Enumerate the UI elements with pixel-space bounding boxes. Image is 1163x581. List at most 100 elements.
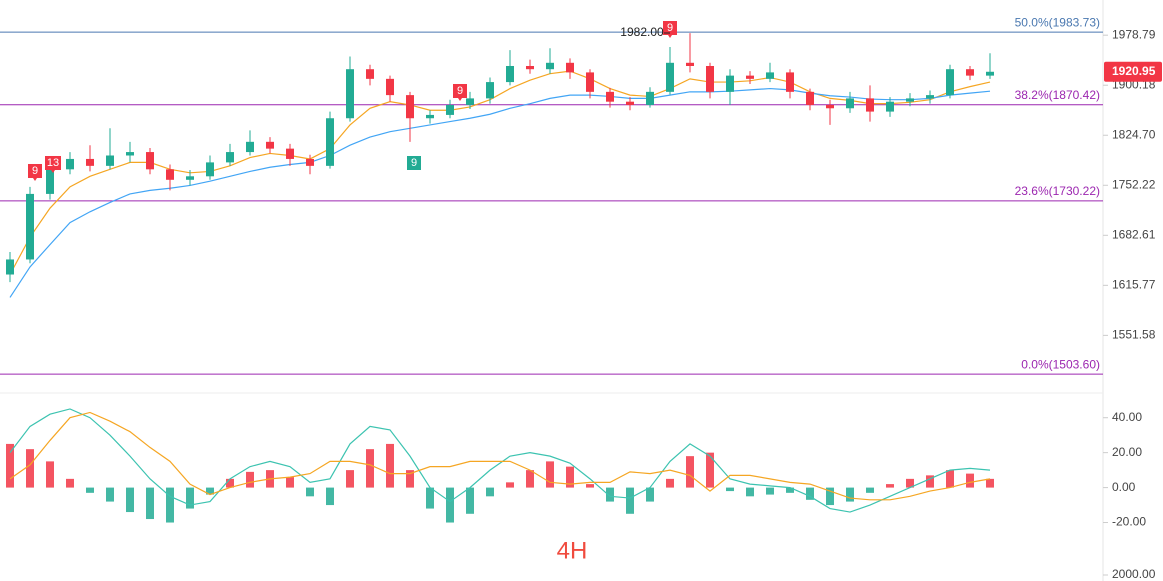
y-tick-label: -20.00 (1112, 515, 1146, 529)
histogram-bar (26, 449, 34, 488)
histogram-bar (686, 456, 694, 488)
candle-body (526, 65, 534, 70)
histogram-bar (906, 478, 914, 488)
histogram-bar (566, 466, 574, 488)
fib-label: 0.0%(1503.60) (1021, 357, 1100, 371)
candle-body (386, 78, 394, 96)
histogram-bar (806, 487, 814, 500)
line (9, 70, 991, 275)
histogram-bar (486, 487, 494, 497)
candle-body (346, 69, 354, 119)
line (9, 87, 991, 298)
price-tag-label: 1920.95 (1112, 64, 1156, 78)
histogram-bar (706, 452, 714, 488)
y-tick-label: 1824.70 (1112, 127, 1156, 141)
histogram-bar (886, 484, 894, 488)
candle-body (766, 72, 774, 79)
candle-body (486, 82, 494, 99)
candle-body (986, 71, 994, 76)
candle-body (306, 158, 314, 166)
y-tick-label: 40.00 (1112, 410, 1142, 424)
line (9, 411, 991, 501)
y-tick-label: 1752.22 (1112, 177, 1156, 191)
histogram-bar (926, 475, 934, 488)
histogram-bar (666, 478, 674, 488)
candle-body (566, 62, 574, 73)
candle-body (466, 98, 474, 105)
y-tick-label: 1682.61 (1112, 227, 1156, 241)
candle-body (406, 95, 414, 119)
histogram-bar (366, 449, 374, 488)
histogram-bar (846, 487, 854, 502)
histogram-bar (766, 487, 774, 495)
marker-label: 9 (411, 157, 417, 169)
marker (407, 156, 421, 170)
annotation: 1982.00 (620, 25, 664, 39)
histogram-bar (286, 477, 294, 488)
candle-body (106, 155, 114, 166)
candle-body (6, 259, 14, 275)
histogram-bar (246, 471, 254, 488)
candle-body (66, 158, 74, 170)
candle-body (606, 91, 614, 102)
marker-label: 9 (667, 22, 673, 34)
histogram-bar (126, 487, 134, 513)
td-markers: 9 13 9 9 9 (28, 21, 677, 181)
histogram-bar (66, 478, 74, 488)
candle-body (926, 95, 934, 99)
histogram-bar (46, 461, 54, 488)
candle-body (646, 91, 654, 105)
price-tag (1104, 61, 1162, 82)
histogram-bar (866, 487, 874, 493)
plot-layer: 1978.791900.181824.701752.221682.611615.… (0, 15, 1162, 581)
fib-label: 38.2%(1870.42) (1015, 88, 1100, 102)
candle-body (966, 69, 974, 76)
candle-body (666, 62, 674, 92)
candle-body (586, 72, 594, 92)
histogram-bar (326, 487, 334, 506)
marker (45, 156, 61, 173)
histogram-bar (386, 443, 394, 488)
line (9, 408, 991, 513)
histogram-bar (526, 470, 534, 488)
candle-body (686, 62, 694, 66)
candle-body (366, 69, 374, 79)
y-tick-label: 2000.00 (1112, 567, 1156, 581)
candle-body (706, 65, 714, 92)
histogram-bar (6, 443, 14, 488)
candle-body (266, 141, 274, 149)
histogram-bar (546, 461, 554, 488)
histogram-bar (166, 487, 174, 523)
histogram-bar (946, 470, 954, 488)
histogram-bar (406, 470, 414, 488)
histogram-bar (226, 478, 234, 488)
histogram-bar (106, 487, 114, 502)
candle-body (506, 65, 514, 83)
marker (453, 84, 467, 101)
candle-body (446, 104, 454, 115)
y-tick-label: 20.00 (1112, 445, 1142, 459)
histogram-bar (786, 487, 794, 493)
candle-body (806, 91, 814, 105)
candle-body (946, 69, 954, 96)
histogram-bar (626, 487, 634, 514)
histogram-bar (606, 487, 614, 502)
candle-body (546, 62, 554, 70)
histogram-bar (206, 487, 214, 495)
candle-body (206, 162, 214, 177)
candle-body (846, 98, 854, 109)
candle-body (726, 75, 734, 92)
y-tick-label: 1978.79 (1112, 27, 1156, 41)
histogram-bar (446, 487, 454, 523)
marker-label: 9 (32, 165, 38, 177)
histogram-bar (466, 487, 474, 514)
histogram-bar (146, 487, 154, 520)
candle-body (226, 152, 234, 163)
candle-body (126, 152, 134, 156)
candle-body (786, 72, 794, 92)
histogram-bar (86, 487, 94, 493)
histogram-bar (646, 487, 654, 502)
histogram-bar (186, 487, 194, 509)
y-tick-label: 1615.77 (1112, 278, 1156, 292)
